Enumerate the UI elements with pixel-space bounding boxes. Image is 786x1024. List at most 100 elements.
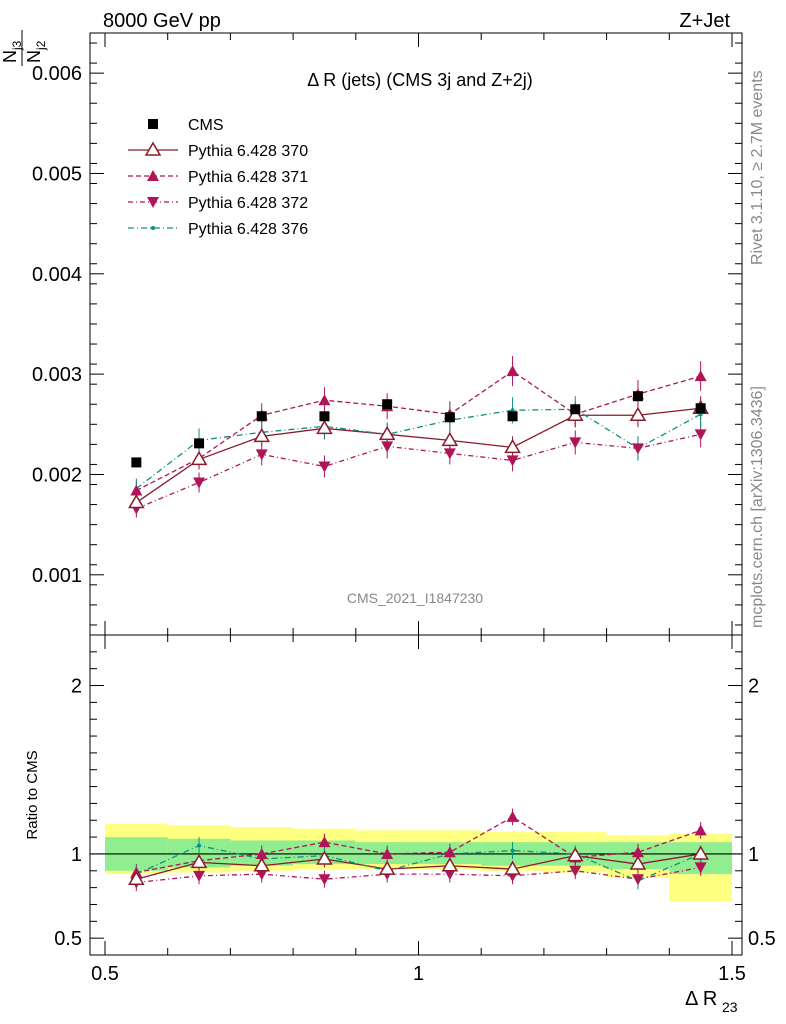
ratio-line-p372	[136, 866, 701, 884]
ratio-point-p370	[378, 860, 396, 875]
ratio-point-p370	[629, 855, 647, 870]
header-energy: 8000 GeV pp	[103, 10, 221, 32]
analysis-watermark: CMS_2021_I1847230	[347, 590, 483, 606]
data-point-cms	[507, 411, 518, 422]
data-point-p372	[318, 461, 331, 473]
ratio-point-p371	[506, 810, 519, 822]
data-point-p370	[566, 406, 584, 422]
top-y-tick-label: 0.002	[32, 464, 82, 486]
data-point-cms	[632, 391, 643, 402]
data-point-cms	[382, 399, 393, 410]
legend-marker-p376	[151, 226, 155, 230]
series-line-p371	[136, 370, 701, 492]
legend-marker-p370	[144, 141, 162, 156]
ratio-point-p372	[631, 874, 644, 886]
data-point-p372	[255, 449, 268, 461]
header-process: Z+Jet	[679, 10, 730, 32]
series-line-p370	[135, 407, 701, 504]
data-point-cms	[319, 411, 330, 422]
ratio-y-tick-label-right: 0.5	[748, 928, 776, 950]
chart-title: Δ R (jets) (CMS 3j and Z+2j)	[307, 70, 533, 90]
data-point-p371	[506, 365, 519, 377]
x-tick-label: 0.5	[91, 963, 119, 985]
data-point-cms	[570, 404, 581, 415]
ratio-y-tick-label: 1	[71, 844, 82, 866]
ratio-point-p370	[316, 850, 333, 865]
ratio-point-p370	[504, 860, 521, 875]
ratio-point-p371	[443, 846, 456, 858]
data-point-p371	[694, 370, 707, 382]
x-axis-label-sub: 23	[722, 999, 738, 1015]
x-tick-label: 1.5	[718, 963, 746, 985]
data-point-p370	[629, 406, 647, 422]
ratio-point-p372	[569, 865, 582, 877]
ratio-point-p372	[694, 862, 707, 874]
data-point-p372	[443, 448, 456, 460]
rivet-version-label: Rivet 3.1.10, ≥ 2.7M events	[749, 70, 766, 265]
data-point-p372	[694, 429, 707, 441]
data-point-cms	[131, 457, 142, 468]
data-point-cms	[256, 411, 267, 422]
top-y-tick-label: 0.003	[32, 364, 82, 386]
ratio-y-tick-label: 2	[71, 676, 82, 698]
legend: CMS Pythia 6.428 370 Pythia 6.428 371 Pythi…	[128, 117, 308, 238]
ratio-y-tick-label: 0.5	[54, 928, 82, 950]
y-label-denominator-sub: j2	[34, 40, 48, 51]
ratio-point-p372	[443, 869, 456, 881]
ratio-point-p371	[381, 847, 394, 859]
ratio-panel-frame	[89, 634, 743, 956]
ratio-point-p370	[190, 853, 208, 869]
legend-label-p372: Pythia 6.428 372	[188, 195, 308, 212]
data-point-p370	[378, 425, 396, 441]
data-point-p372	[381, 441, 394, 453]
ratio-point-p372	[318, 874, 331, 886]
data-point-cms	[194, 438, 205, 449]
data-point-p370	[316, 419, 333, 435]
ratio-point-p376	[510, 848, 515, 853]
data-point-p370	[190, 450, 208, 466]
legend-label-p376: Pythia 6.428 376	[188, 221, 308, 238]
ratio-panel-ticks: 0.5 0.5 1 1 2 2 0.5 1 1.5	[54, 635, 776, 985]
ratio-panel-series	[128, 808, 709, 891]
ratio-y-tick-label-right: 1	[748, 844, 759, 866]
legend-marker-p372	[147, 197, 159, 208]
data-point-p372	[631, 443, 644, 455]
top-y-axis-label: N j3 N j2	[0, 30, 48, 66]
ratio-point-p371	[694, 824, 707, 836]
y-label-denominator: N	[24, 50, 44, 63]
top-y-tick-label: 0.005	[32, 163, 82, 185]
data-point-p372	[506, 455, 519, 467]
ratio-line-p370	[136, 853, 701, 880]
legend-marker-cms	[148, 119, 158, 129]
ratio-point-p376	[197, 843, 202, 848]
legend-label-p370: Pythia 6.428 370	[188, 143, 308, 160]
data-point-cms	[444, 412, 455, 423]
ratio-y-tick-label-right: 2	[748, 676, 759, 698]
ratio-point-p370	[253, 857, 271, 872]
ratio-point-p370	[441, 857, 459, 872]
data-point-p370	[504, 438, 521, 454]
legend-label-p371: Pythia 6.428 371	[188, 169, 308, 186]
top-y-tick-label: 0.004	[32, 264, 82, 286]
ratio-point-p371	[255, 847, 268, 859]
mcplots-source-label: mcplots.cern.ch [arXiv:1306.3436]	[749, 386, 766, 628]
ratio-point-p370	[128, 870, 145, 885]
data-point-p371	[130, 484, 143, 496]
ratio-point-p372	[255, 869, 268, 881]
legend-label-cms: CMS	[188, 117, 224, 134]
y-label-numerator-sub: j3	[10, 40, 24, 51]
ratio-point-p371	[631, 846, 644, 858]
data-point-p370	[128, 494, 145, 509]
top-y-tick-label: 0.006	[32, 63, 82, 85]
ratio-point-p372	[193, 870, 206, 882]
top-y-tick-label: 0.001	[32, 565, 82, 587]
data-point-p370	[253, 427, 271, 443]
data-point-p372	[193, 477, 206, 489]
y-label-numerator: N	[0, 50, 20, 63]
series-line-p372	[136, 433, 701, 510]
data-point-p370	[441, 431, 459, 447]
x-axis-label: Δ R	[685, 988, 717, 1010]
top-panel-series	[128, 356, 709, 518]
data-point-cms	[695, 403, 706, 414]
